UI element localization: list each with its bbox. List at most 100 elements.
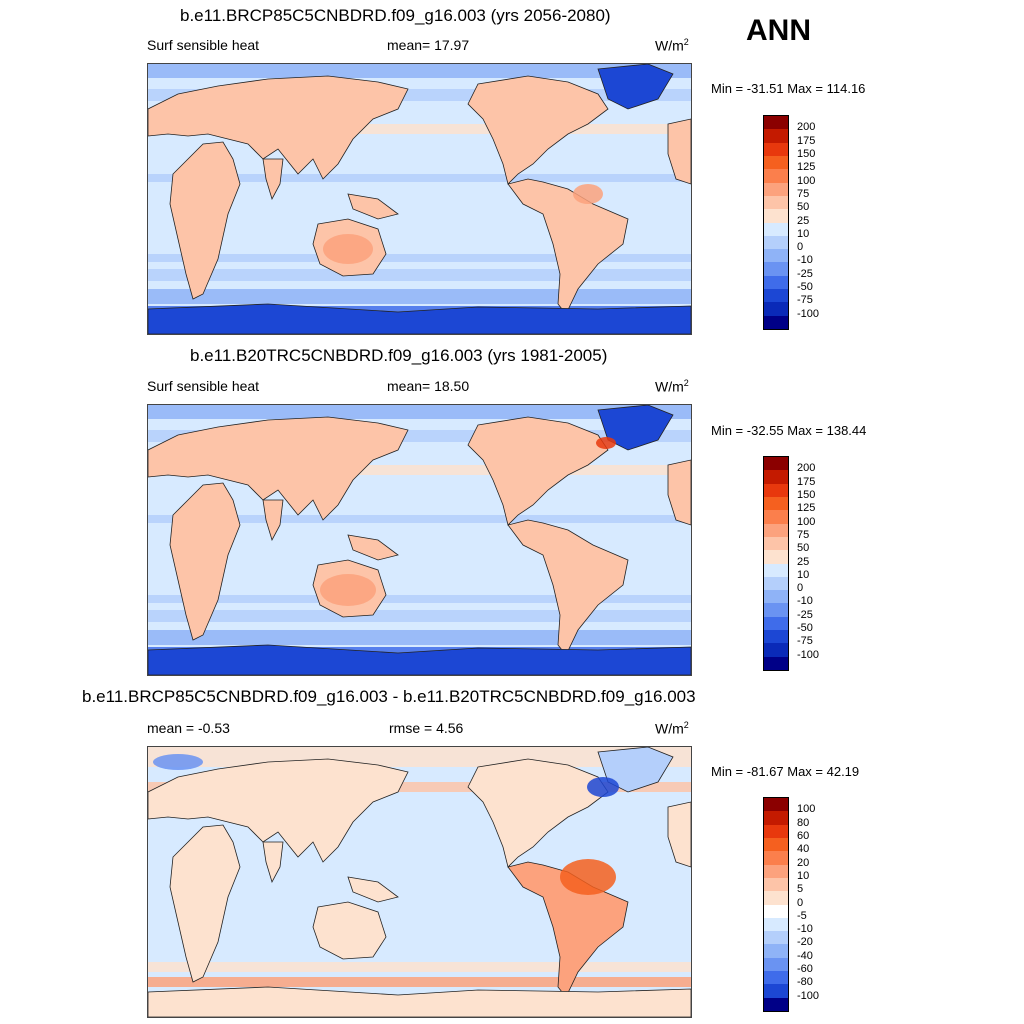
zonal-band (148, 977, 691, 987)
colorbar-tick-label: -100 (797, 648, 820, 661)
anomaly-patch (323, 234, 373, 264)
zonal-band (148, 254, 691, 262)
colorbar-swatch (764, 971, 788, 985)
panel-3-units-text: W/m (655, 720, 684, 737)
colorbar-swatch (764, 235, 788, 250)
zonal-band (148, 595, 691, 603)
colorbar-tick-label: 75 (797, 187, 810, 200)
colorbar-tick-label: -40 (797, 949, 813, 962)
landmass (169, 141, 241, 300)
colorbar-swatch (764, 957, 788, 972)
anomaly-patch (573, 184, 603, 204)
landmass (467, 758, 609, 868)
panel-2-units-text: W/m (655, 378, 684, 395)
landmass (507, 178, 629, 315)
zonal-band (148, 64, 691, 78)
colorbar-swatch (764, 523, 788, 537)
colorbar-swatch (764, 262, 788, 276)
colorbar-tick-label: -10 (797, 254, 813, 267)
colorbar-tick-label: 0 (797, 241, 804, 254)
landmass (507, 861, 629, 998)
panel-2-units: W/m2 (655, 378, 689, 395)
panel-3-colorbar (763, 797, 789, 1012)
panel-3-rmse-label: rmse = 4.56 (389, 720, 464, 736)
colorbar-tick-label: 40 (797, 843, 810, 856)
colorbar-tick-label: 10 (797, 869, 810, 882)
colorbar-tick-label: -75 (797, 635, 813, 648)
landmass (169, 824, 241, 983)
panel-1-variable-label: Surf sensible heat (147, 37, 260, 53)
zonal-band (148, 610, 691, 622)
colorbar-swatch (764, 275, 788, 290)
panel-1-mean-label: mean= 17.97 (387, 37, 470, 53)
zonal-band (148, 515, 691, 523)
colorbar-swatch (764, 824, 788, 838)
colorbar-swatch (764, 630, 788, 644)
panel-2-variable-label: Surf sensible heat (147, 378, 260, 394)
colorbar-swatch (764, 603, 788, 617)
panel-2-units-sup: 2 (683, 378, 689, 388)
colorbar-swatch (764, 944, 788, 958)
colorbar-swatch (764, 142, 788, 156)
colorbar-swatch (764, 984, 788, 998)
panel-1-colorbar (763, 115, 789, 330)
colorbar-swatch (764, 811, 788, 825)
colorbar-swatch (764, 851, 788, 865)
colorbar-swatch (764, 470, 788, 484)
zonal-band (148, 269, 691, 281)
landmass (467, 75, 609, 185)
panel-1-title: b.e11.BRCP85C5CNBDRD.f09_g16.003 (yrs 20… (180, 6, 611, 25)
zonal-band (148, 465, 691, 475)
colorbar-tick-label: 10 (797, 227, 810, 240)
landmass (667, 801, 691, 868)
landmass (169, 482, 241, 641)
landmass (262, 841, 284, 884)
colorbar-tick-label: 60 (797, 829, 810, 842)
anomaly-patch (596, 437, 616, 449)
colorbar-tick-label: -25 (797, 267, 813, 280)
colorbar-swatch (764, 550, 788, 564)
landmass (148, 758, 409, 863)
colorbar-tick-label: 200 (797, 462, 816, 475)
map-canvas (148, 747, 691, 1017)
colorbar-tick-label: 25 (797, 555, 810, 568)
panel-2-mean-label: mean= 18.50 (387, 378, 470, 394)
colorbar-tick-label: 200 (797, 121, 816, 134)
colorbar-swatch (764, 289, 788, 303)
colorbar-tick-label: 5 (797, 883, 804, 896)
panel-3-units: W/m2 (655, 720, 689, 737)
colorbar-tick-label: 50 (797, 201, 810, 214)
panel-3-units-sup: 2 (683, 720, 689, 730)
landmass (667, 459, 691, 526)
colorbar-swatch (764, 798, 788, 812)
colorbar-swatch (764, 563, 788, 577)
colorbar-tick-label: -50 (797, 622, 813, 635)
map-canvas (148, 405, 691, 675)
colorbar-tick-label: -60 (797, 963, 813, 976)
landmass (507, 519, 629, 656)
landmass (148, 416, 409, 521)
colorbar-swatch (764, 457, 788, 471)
colorbar-swatch (764, 877, 788, 892)
landmass (148, 644, 691, 675)
colorbar-tick-label: -5 (797, 909, 807, 922)
colorbar-swatch (764, 864, 788, 878)
colorbar-tick-label: 80 (797, 816, 810, 829)
colorbar-swatch (764, 590, 788, 604)
landmass (347, 534, 399, 561)
landmass (148, 75, 409, 180)
landmass (347, 193, 399, 220)
colorbar-tick-label: 175 (797, 475, 816, 488)
colorbar-tick-label: 75 (797, 528, 810, 541)
colorbar-swatch (764, 496, 788, 511)
panel-2-title: b.e11.B20TRC5CNBDRD.f09_g16.003 (yrs 198… (190, 346, 608, 365)
colorbar-swatch (764, 891, 788, 905)
panel-1-minmax: Min = -31.51 Max = 114.16 (711, 81, 866, 96)
panel-2-colorbar (763, 456, 789, 671)
colorbar-tick-label: 175 (797, 134, 816, 147)
colorbar-swatch (764, 302, 788, 316)
colorbar-tick-label: -50 (797, 281, 813, 294)
zonal-band (148, 289, 691, 304)
landmass (262, 499, 284, 542)
panel-1-units-sup: 2 (683, 37, 689, 47)
